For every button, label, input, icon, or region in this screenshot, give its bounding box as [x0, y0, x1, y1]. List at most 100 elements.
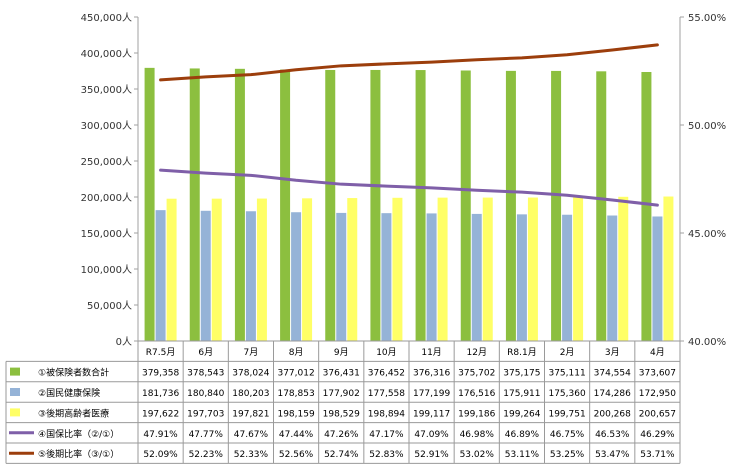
data-value: 199,751: [548, 409, 585, 419]
left-tick-label: 350,000人: [81, 84, 132, 96]
bar-3: [663, 196, 674, 341]
bar-1: [370, 69, 381, 341]
bar-1: [325, 69, 336, 342]
data-value: 53.71%: [640, 450, 675, 460]
data-value: 52.83%: [369, 450, 404, 460]
data-value: 375,111: [548, 369, 585, 379]
bar-1: [415, 70, 426, 341]
bar-3: [527, 197, 538, 341]
data-value: 47.44%: [279, 430, 314, 440]
left-tick-label: 150,000人: [81, 228, 132, 240]
left-tick-label: 250,000人: [81, 156, 132, 168]
bar-2: [200, 210, 211, 341]
data-value: 197,622: [142, 409, 179, 419]
data-value: 53.47%: [595, 450, 630, 460]
data-value: 177,199: [413, 389, 450, 399]
data-value: 47.91%: [143, 430, 178, 440]
data-value: 377,012: [277, 369, 314, 379]
category-label: 6月: [198, 347, 213, 358]
legend-key-2: [10, 388, 20, 396]
bar-3: [573, 197, 584, 341]
category-label: 3月: [605, 347, 620, 358]
bar-3: [618, 196, 629, 341]
right-tick-label: 50.00%: [688, 121, 726, 132]
bar-2: [516, 214, 527, 341]
bar-1: [280, 69, 291, 341]
bar-3: [302, 198, 313, 341]
data-value: 376,452: [368, 369, 405, 379]
left-tick-label: 0人: [116, 336, 132, 348]
bar-3: [211, 198, 222, 341]
data-value: 47.67%: [234, 430, 269, 440]
bar-3: [347, 198, 358, 341]
data-value: 46.98%: [460, 430, 495, 440]
bar-2: [426, 213, 437, 341]
legend-label: ⑤後期比率（③/①）: [38, 448, 119, 460]
bar-2: [245, 211, 256, 341]
data-value: 176,516: [458, 389, 495, 399]
data-value: 378,543: [187, 369, 224, 379]
data-value: 373,607: [639, 369, 676, 379]
data-value: 52.56%: [279, 450, 314, 460]
data-value: 177,558: [368, 389, 405, 399]
bar-2: [336, 212, 347, 341]
data-value: 198,894: [368, 409, 405, 419]
bar-2: [652, 216, 663, 341]
category-label: 4月: [650, 347, 665, 358]
bar-1: [551, 70, 562, 342]
legend-label: ③後期高齢者医療: [38, 407, 109, 419]
data-value: 175,360: [548, 389, 585, 399]
data-value: 47.26%: [324, 430, 359, 440]
data-value: 375,702: [458, 369, 495, 379]
data-value: 175,911: [503, 389, 540, 399]
data-value: 374,554: [594, 369, 631, 379]
bar-2: [381, 213, 392, 341]
category-label: 2月: [560, 347, 575, 358]
right-tick-label: 45.00%: [688, 229, 726, 240]
bar-2: [155, 210, 166, 341]
data-value: 376,431: [323, 369, 360, 379]
data-value: 199,264: [503, 409, 540, 419]
data-value: 375,175: [503, 369, 540, 379]
bar-3: [392, 197, 403, 341]
bar-1: [641, 72, 652, 341]
line-series-2: [159, 43, 659, 82]
category-label: 9月: [334, 347, 349, 358]
category-label: 7月: [244, 347, 259, 358]
data-value: 197,821: [232, 409, 269, 419]
data-value: 46.89%: [505, 430, 540, 440]
line-series-1: [159, 168, 659, 207]
data-value: 198,529: [323, 409, 360, 419]
data-value: 46.53%: [595, 430, 630, 440]
left-tick-label: 450,000人: [81, 12, 132, 24]
data-value: 180,840: [187, 389, 224, 399]
data-value: 52.74%: [324, 450, 359, 460]
bar-2: [607, 215, 618, 341]
category-label: 12月: [467, 347, 487, 358]
legend-label: ②国民健康保険: [38, 387, 100, 399]
bar-1: [596, 71, 607, 342]
data-value: 178,853: [277, 389, 314, 399]
category-label: 11月: [421, 347, 441, 358]
data-value: 174,286: [594, 389, 631, 399]
bar-1: [505, 70, 516, 342]
data-value: 199,186: [458, 409, 495, 419]
data-value: 47.77%: [189, 430, 224, 440]
left-tick-label: 100,000人: [81, 264, 132, 276]
bar-3: [256, 198, 267, 341]
data-value: 53.11%: [505, 450, 540, 460]
data-value: 177,902: [323, 389, 360, 399]
data-value: 181,736: [142, 389, 179, 399]
data-value: 46.29%: [640, 430, 675, 440]
left-tick-label: 200,000人: [81, 192, 132, 204]
data-value: 172,950: [639, 389, 676, 399]
bar-1: [189, 68, 200, 342]
category-label: 10月: [376, 347, 396, 358]
legend-key-1: [10, 367, 20, 376]
data-value: 200,657: [639, 409, 676, 419]
left-tick-label: 400,000人: [81, 48, 132, 60]
legend-label: ④国保比率（②/①）: [38, 428, 119, 440]
category-label: R8.1月: [507, 347, 537, 358]
bar-2: [291, 212, 302, 341]
